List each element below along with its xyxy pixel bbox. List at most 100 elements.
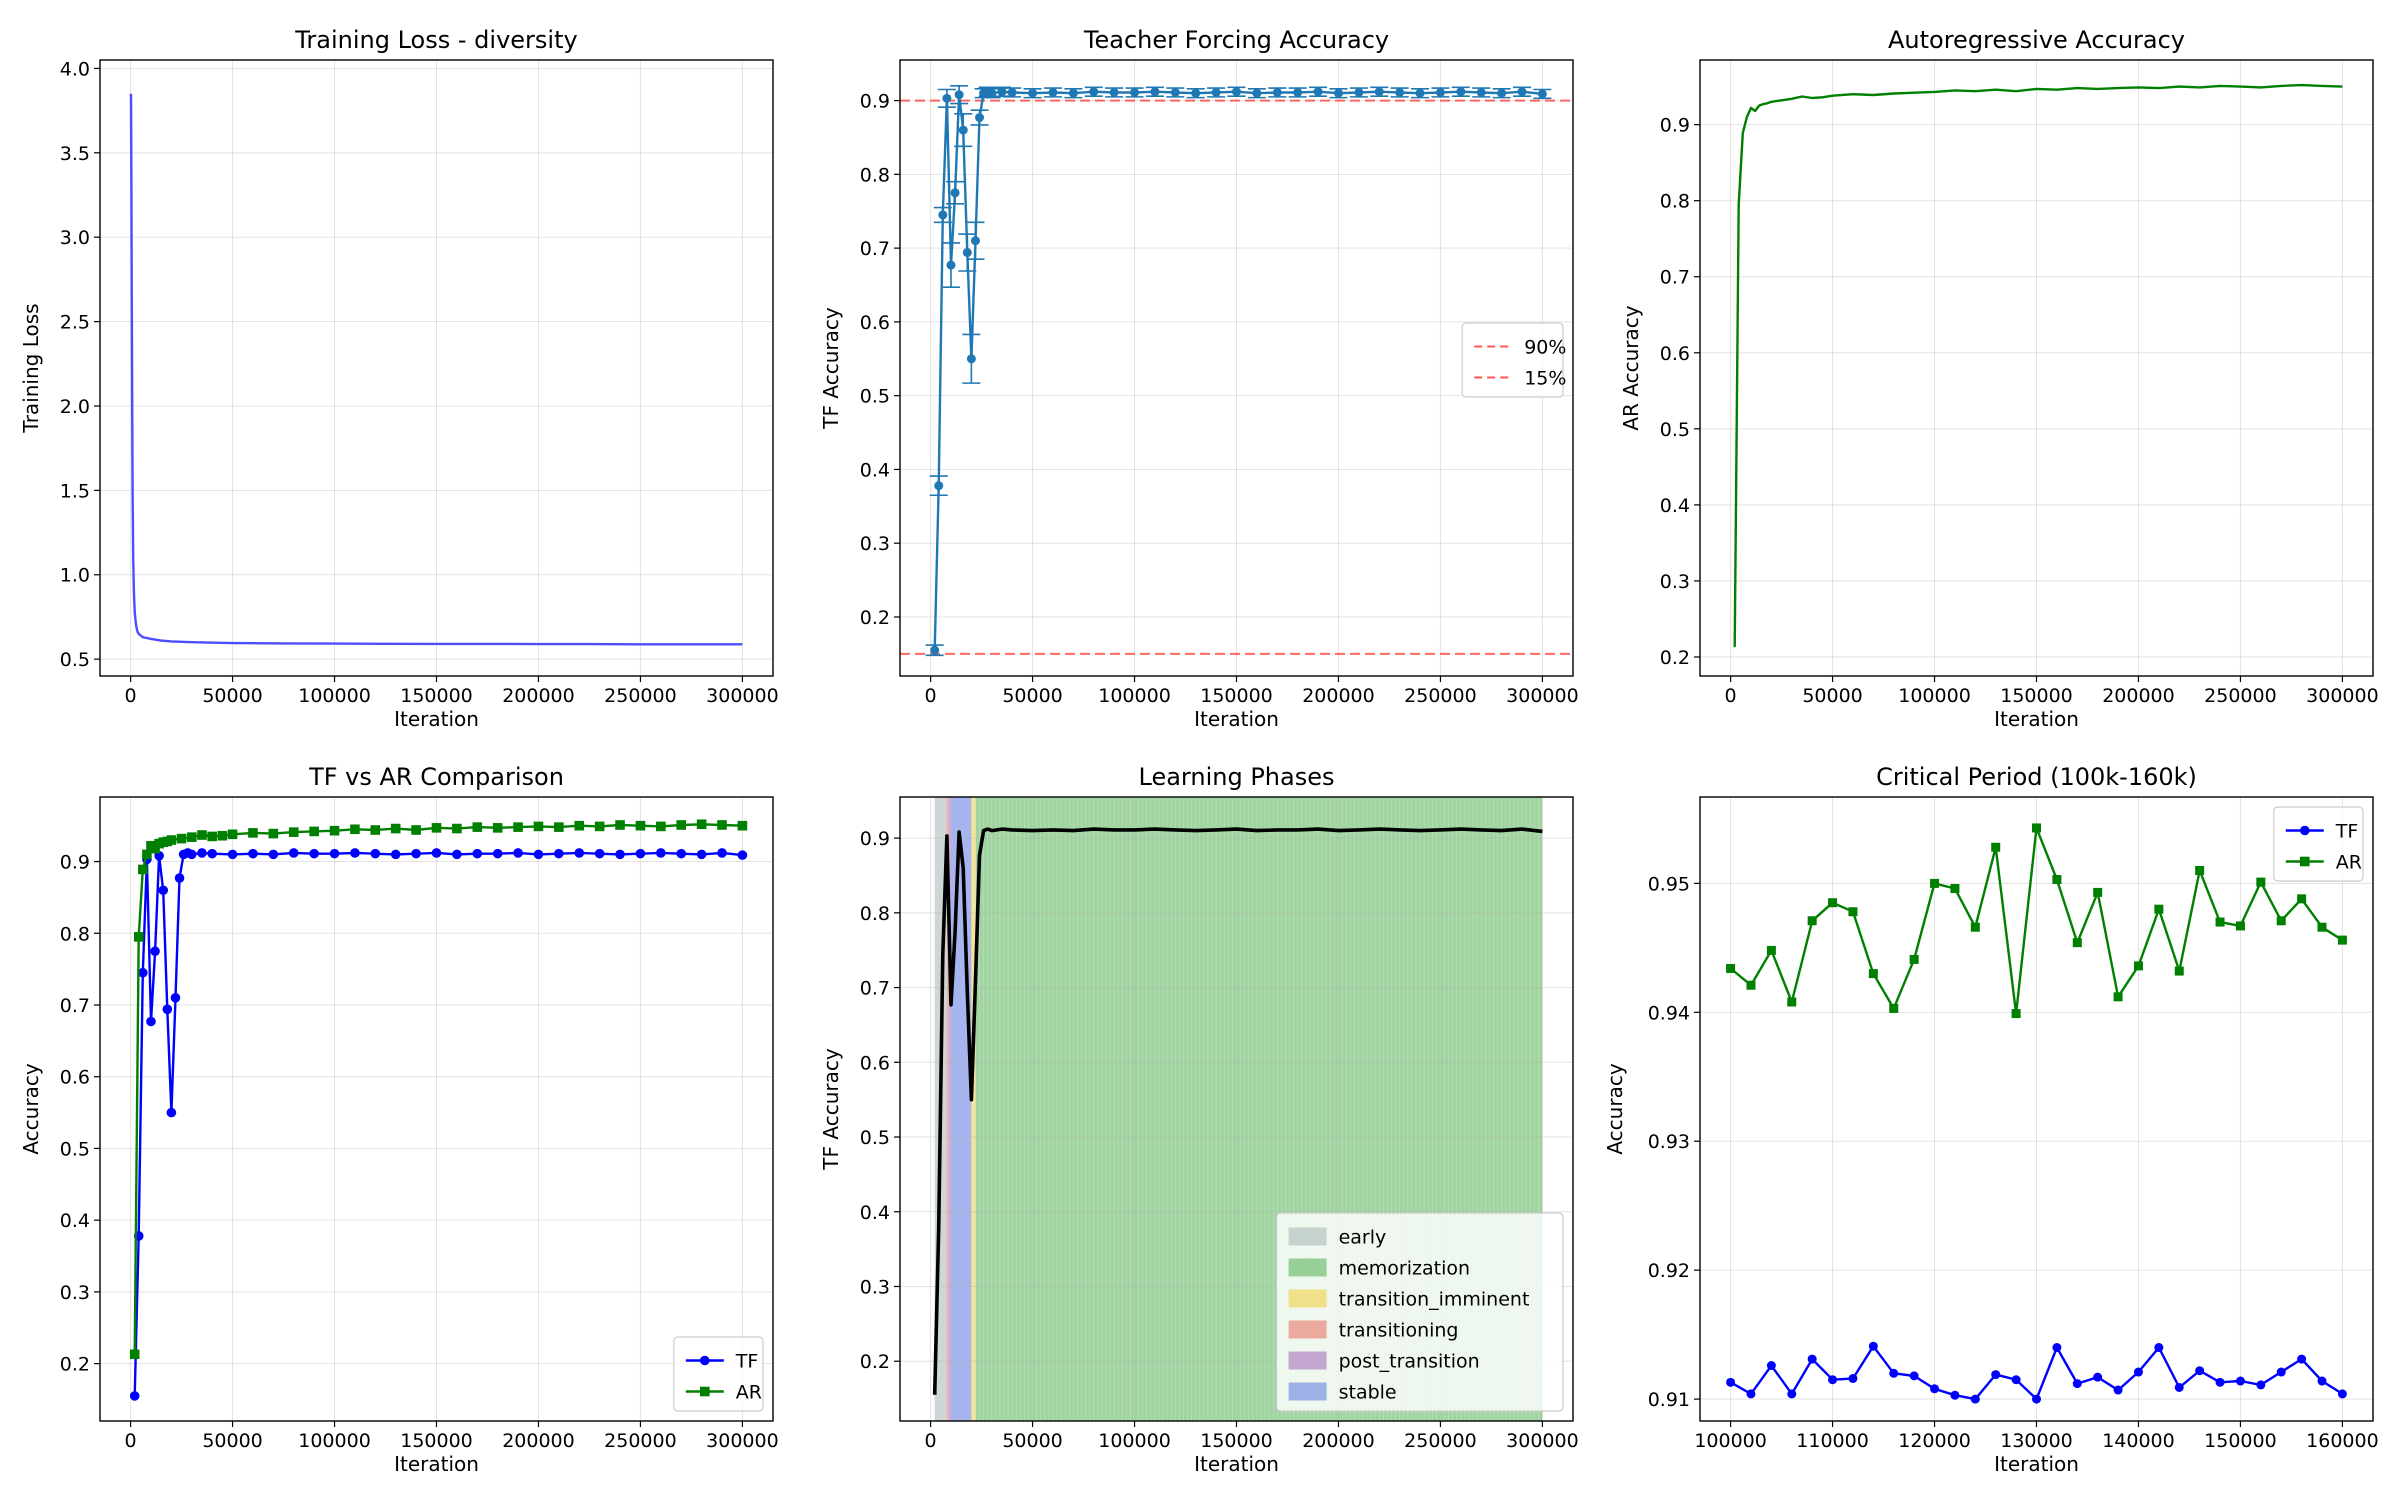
data-point [1930,1384,1940,1394]
data-point [176,833,187,844]
data-point [150,946,160,957]
data-point [656,848,666,858]
y-axis-label: Accuracy [1603,1063,1627,1154]
chart-critical: 100000 110000 120000 130000 140000 150000 1600… [1603,763,2379,1476]
data-point [411,825,421,835]
data-point [513,848,523,858]
data-point [207,831,217,842]
x-tick-label: 100000 [298,1430,371,1452]
data-point [2276,916,2286,926]
chart-loss: 0 50000 100000 150000 200000 250000 300000 0.5 1… [19,26,779,731]
x-tick-label: 250000 [604,685,677,707]
x-tick-label: 200000 [1302,685,1375,707]
x-tick-label: 150000 [1200,1430,1273,1452]
data-point [248,848,258,859]
data-point [350,824,360,835]
data-point [1807,1354,1817,1364]
x-tick-label: 50000 [1802,685,1862,707]
data-point [1970,922,1980,932]
data-point [696,819,707,830]
data-point [2215,1377,2225,1387]
data-point [2195,1366,2205,1376]
y-tick-label: 0.5 [860,386,890,408]
grid [1700,60,2373,676]
data-point [1726,1377,1736,1387]
x-tick-label: 200000 [502,685,575,707]
x-tick-label: 0 [125,685,137,707]
x-tick-label: 130000 [2000,1430,2073,1452]
data-point [942,93,952,103]
data-point [533,821,544,832]
x-tick-label: 200000 [1302,1430,1375,1452]
y-tick-label: 0.7 [860,978,890,1000]
x-axis-label: Iteration [394,707,479,731]
data-point [2133,1367,2143,1377]
data-point [513,822,523,832]
data-point [166,835,177,845]
legend-label: AR [736,1382,762,1404]
data-point [1028,88,1038,98]
legend-swatch [1288,1320,1327,1339]
y-tick-label: 0.8 [860,903,890,925]
x-tick-label: 300000 [706,1430,779,1452]
x-tick-label: 100000 [1098,685,1171,707]
data-point [2052,875,2062,885]
legend-label: post_transition [1339,1351,1480,1373]
x-tick-label: 150000 [400,685,473,707]
data-point [227,849,238,860]
data-point [2032,1394,2041,1404]
data-point [2297,894,2307,904]
data-point [737,850,748,860]
data-point [1089,87,1099,97]
ticks: 100000 110000 120000 130000 140000 150000 1600… [1648,873,2379,1452]
ticks: 0 50000 100000 150000 200000 250000 300000 0.2 0… [860,91,1579,707]
data-point [138,864,148,875]
data-point [329,848,340,859]
data-point [2133,961,2143,971]
x-tick-label: 150000 [400,1430,473,1452]
data-point [492,823,503,833]
data-point [370,848,381,859]
data-point [676,848,687,859]
data-point [197,848,207,858]
data-point [962,248,972,258]
data-point [1889,1368,1899,1378]
data-point [1909,954,1919,964]
y-tick-label: 0.7 [60,995,90,1017]
y-axis-label: TF Accuracy [819,1048,843,1171]
series-0-line [1733,83,2343,648]
legend-label: TF [2335,821,2359,843]
data-point [1848,907,1858,917]
data-point [2317,922,2327,932]
legend-label: transition_imminent [1339,1289,1530,1311]
data-point [350,848,360,858]
data-point [2072,938,2082,948]
data-point [966,354,976,364]
x-tick-label: 300000 [706,685,779,707]
legend-label: AR [2336,852,2362,874]
chart-title: Learning Phases [1139,763,1335,791]
data-point [268,849,279,860]
ticks: 0 50000 100000 150000 200000 250000 300000 0.2 0… [1660,115,2379,707]
legend-label: stable [1339,1382,1397,1404]
data-point [574,820,585,831]
legend: early memorization transition_imminenttran… [1275,1212,1564,1412]
y-tick-label: 0.6 [1660,343,1690,365]
phase-span-transition_imminent [971,797,976,1421]
data-point [2235,921,2245,931]
x-tick-label: 110000 [1796,1430,1869,1452]
data-point [717,848,727,858]
data-point [950,188,960,198]
x-tick-label: 100000 [298,685,371,707]
data-point [329,825,340,836]
y-tick-label: 0.2 [60,1354,90,1376]
data-point [1170,87,1180,97]
y-tick-label: 0.2 [1660,647,1690,669]
data-point [1232,87,1241,97]
y-tick-label: 0.5 [60,1138,90,1160]
y-tick-label: 0.92 [1648,1260,1690,1282]
y-tick-label: 0.5 [1660,419,1690,441]
data-point [1766,1361,1776,1371]
series-group [129,93,743,646]
x-tick-label: 250000 [604,1430,677,1452]
